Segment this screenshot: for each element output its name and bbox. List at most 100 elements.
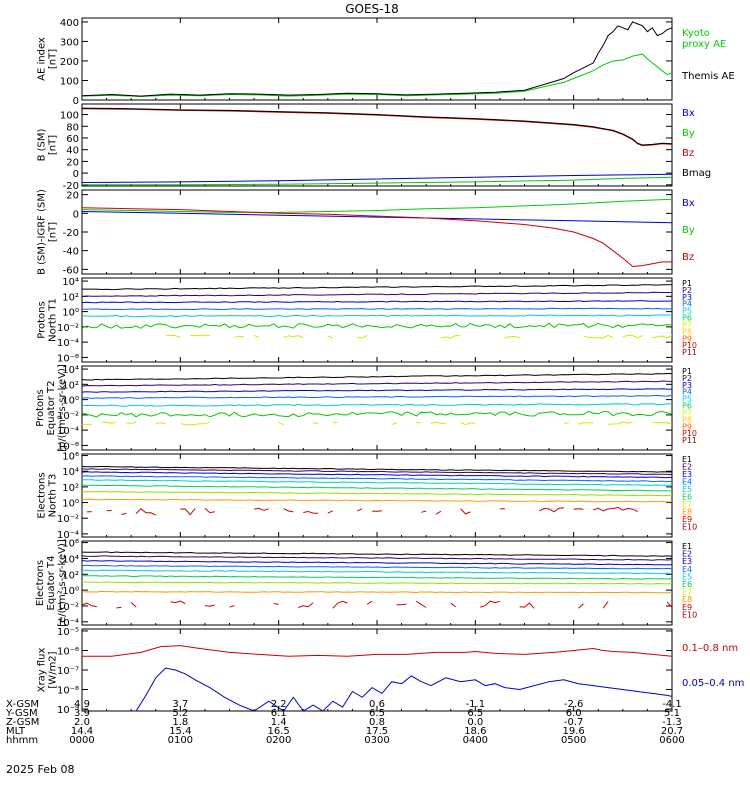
series-line (328, 511, 333, 513)
y-tick-label: 400 (60, 18, 79, 29)
series-line (82, 404, 672, 407)
plot-area (82, 466, 672, 515)
footer-row-label: hhmm (6, 735, 38, 746)
y-tick-label: 0 (73, 96, 79, 107)
y-axis-label: Electrons (37, 472, 48, 518)
y-tick-label: 60 (66, 134, 79, 145)
series-line (234, 336, 244, 337)
y-tick-label: -60 (63, 265, 79, 276)
series-line (230, 606, 235, 608)
legend-entry: By (682, 225, 695, 236)
y-tick-label: 20 (66, 191, 79, 202)
series-line (82, 646, 672, 657)
series-line (608, 422, 633, 424)
series-line (579, 423, 594, 425)
series-line (82, 565, 672, 569)
legend-entry: Bmag (682, 168, 711, 179)
legend-entry: 0.05–0.4 nm (682, 678, 744, 689)
series-line (116, 607, 121, 608)
series-line (539, 508, 564, 512)
series-line (667, 602, 672, 607)
y-tick-label: 10⁰ (62, 308, 79, 319)
footer-value: 0600 (659, 735, 684, 746)
plot-area (82, 552, 672, 608)
series-line (441, 336, 461, 339)
y-axis-label: [p/(cm²-s-sr-keV)] (57, 364, 68, 452)
series-line (156, 423, 166, 424)
series-line (82, 561, 672, 565)
series-line (416, 422, 421, 423)
footer-value: 0200 (266, 735, 291, 746)
series-line (357, 509, 362, 511)
panel-frame (82, 104, 672, 186)
y-tick-label: 200 (60, 57, 79, 68)
legend-entry: 0.1–0.8 nm (682, 643, 738, 654)
y-tick-label: 20 (66, 157, 79, 168)
y-axis-label: [W/m2] (48, 651, 59, 688)
y-tick-label: 100 (60, 76, 79, 87)
y-tick-label: 100 (60, 111, 79, 122)
y-tick-label: 10⁻⁶ (57, 353, 79, 364)
series-line (82, 591, 672, 592)
series-line (303, 512, 318, 514)
legend-entry: P11 (682, 436, 697, 445)
series-line (82, 208, 672, 267)
series-line (82, 424, 92, 425)
series-line (436, 511, 441, 514)
plot-area (82, 285, 672, 339)
y-tick-label: 10² (62, 292, 79, 303)
series-line (284, 336, 304, 338)
y-tick-label: 10⁻⁴ (57, 338, 79, 349)
series-line (131, 603, 136, 608)
series-line (298, 603, 313, 608)
series-line (82, 492, 672, 496)
series-line (584, 335, 614, 338)
series-line (416, 601, 426, 607)
legend-entry: Kyoto (682, 28, 710, 39)
y-axis-label: Protons (35, 389, 46, 426)
legend-entry: E10 (682, 610, 697, 619)
y-tick-label: 10² (62, 483, 79, 494)
series-line (421, 511, 426, 512)
series-line (564, 422, 569, 423)
y-axis-label: North T3 (48, 474, 59, 518)
series-line (357, 336, 367, 338)
plot-area (82, 108, 672, 185)
series-line (397, 604, 407, 605)
series-line (205, 508, 215, 512)
series-line (652, 422, 672, 424)
series-line (82, 570, 672, 574)
y-tick-label: 10⁻⁸ (57, 686, 79, 697)
y-axis-label: AE index (37, 37, 48, 81)
series-line (254, 335, 259, 337)
series-line (136, 668, 672, 711)
legend-entry: P11 (682, 348, 697, 357)
y-axis-label: [nT] (48, 222, 59, 242)
y-axis-label: [e/(cm²-s-sr-keV)] (57, 539, 68, 627)
y-tick-label: 10⁰ (62, 499, 79, 510)
y-tick-label: 80 (66, 122, 79, 133)
series-line (505, 336, 520, 338)
y-axis-label: North T1 (48, 298, 59, 342)
series-line (180, 508, 195, 514)
y-tick-label: 300 (60, 37, 79, 48)
y-tick-label: 10⁻⁷ (57, 666, 79, 677)
y-tick-label: -40 (63, 247, 79, 258)
series-line (102, 422, 117, 423)
series-line (82, 552, 672, 556)
series-line (82, 212, 672, 223)
series-line (82, 199, 672, 212)
legend-entry: Bx (682, 198, 695, 209)
footer-value: 0400 (463, 735, 488, 746)
series-line (333, 422, 338, 423)
series-line (333, 601, 348, 608)
series-line (82, 556, 672, 560)
legend-entry: Bz (682, 252, 694, 263)
y-tick-label: 10⁻⁶ (57, 646, 79, 657)
footer-date: 2025 Feb 08 (6, 763, 74, 776)
